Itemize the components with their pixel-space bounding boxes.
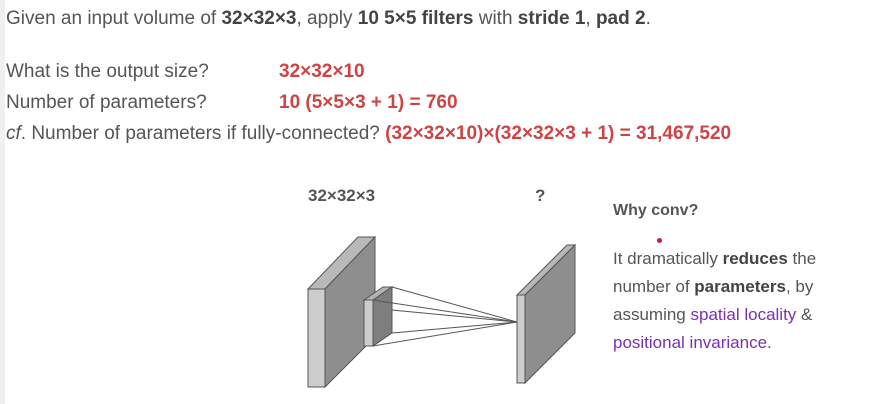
annotation-dot <box>657 238 662 243</box>
question-label: Number of parameters? <box>6 92 207 113</box>
why-text: It dramatically <box>613 249 723 268</box>
filter-front <box>363 299 374 347</box>
stride-spec: stride 1 <box>517 8 586 29</box>
given-text: , apply <box>296 8 358 29</box>
answer-output-size: 32×32×10 <box>279 61 365 82</box>
problem-statement: Given an input volume of 32×32×3, apply … <box>6 7 651 31</box>
why-text: the number of <box>613 249 817 296</box>
projection-lines <box>372 286 518 347</box>
why-conv-title: Why conv? <box>613 202 699 219</box>
why-text: , by assuming <box>613 277 814 324</box>
given-text: , <box>585 8 596 29</box>
why-highlight: positional invariance <box>613 333 768 352</box>
why-highlight: spatial locality <box>690 305 797 324</box>
filter-spec: 10 5×5 filters <box>357 8 474 29</box>
input-volume: 32×32×3 <box>221 8 297 29</box>
question-parameters: Number of parameters? 10 (5×5×3 + 1) = 76… <box>6 91 458 115</box>
question-fully-connected: cf. Number of parameters if fully-connec… <box>6 122 731 146</box>
question-label: . Number of parameters if fully-connecte… <box>20 123 386 144</box>
why-text: & <box>796 305 813 324</box>
question-output-size: What is the output size? 32×32×10 <box>6 60 365 84</box>
given-text: Given an input volume of <box>6 8 222 29</box>
why-text: . <box>767 333 772 352</box>
given-text: with <box>473 8 518 29</box>
cf-abbrev: cf <box>6 123 21 144</box>
input-volume-front <box>307 288 326 388</box>
pad-spec: pad 2 <box>595 8 646 29</box>
answer-fully-connected: (32×32×10)×(32×32×3 + 1) = 31,467,520 <box>385 123 732 144</box>
answer-parameters: 10 (5×5×3 + 1) = 760 <box>279 92 458 113</box>
why-emphasis: parameters <box>694 277 786 296</box>
why-emphasis: reduces <box>722 249 788 268</box>
why-conv-body: It dramatically reduces the number of pa… <box>613 245 868 357</box>
input-dim-label: 32×32×3 <box>308 186 376 205</box>
left-edge-bar <box>0 0 5 404</box>
question-label: What is the output size? <box>6 61 209 82</box>
given-text: . <box>645 8 651 29</box>
output-dim-label: ? <box>535 186 546 205</box>
output-volume-front <box>516 294 526 384</box>
